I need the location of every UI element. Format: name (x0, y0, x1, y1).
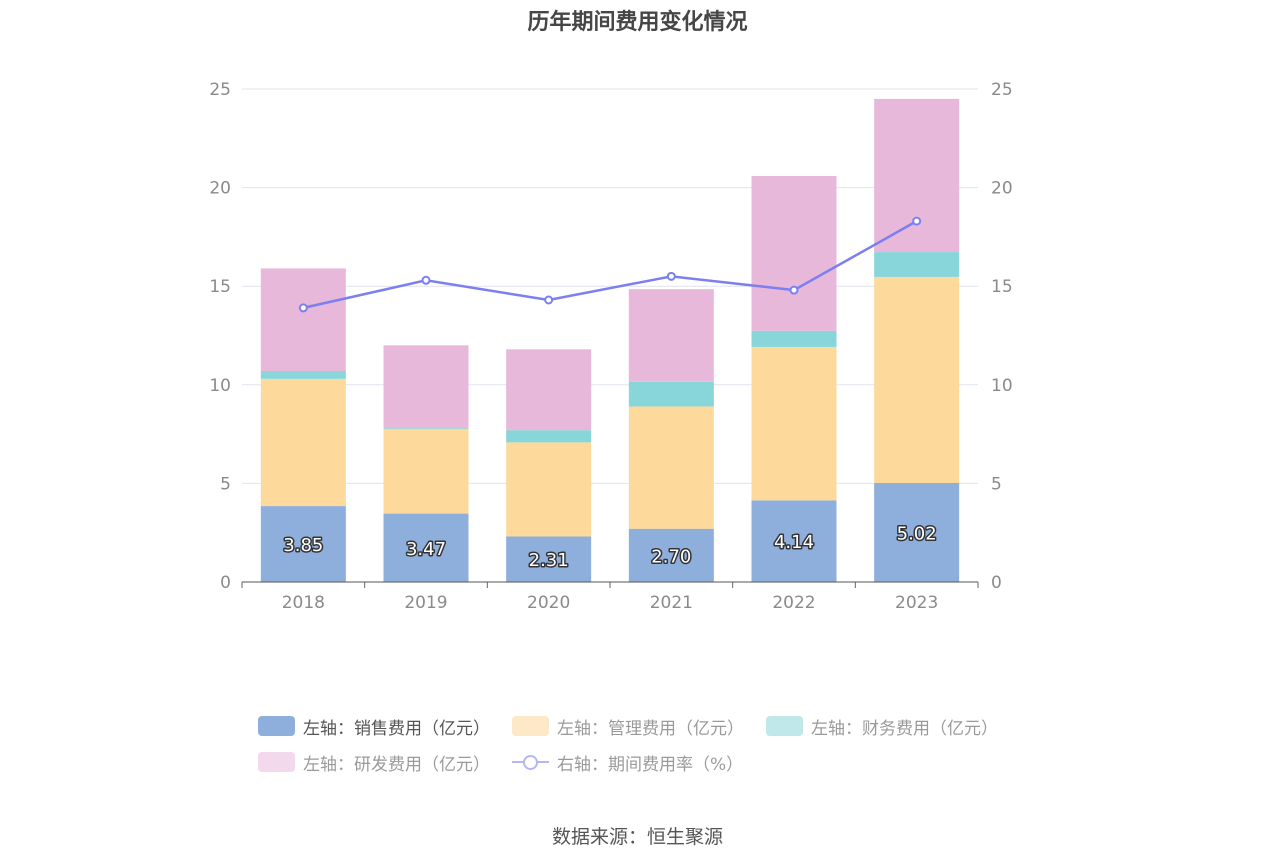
bar-segment-3 (260, 268, 346, 371)
legend-row-1: 左轴：销售费用（亿元） 左轴：管理费用（亿元） 左轴：财务费用（亿元） (258, 708, 1038, 744)
bar-segment-1 (506, 442, 592, 537)
legend-row-2: 左轴：研发费用（亿元） 右轴：期间费用率（%） (258, 744, 1038, 780)
bar-segment-3 (506, 349, 592, 431)
y-left-tick-label: 25 (209, 80, 231, 100)
legend-line-marker-icon (512, 752, 549, 772)
data-label: 4.14 (774, 532, 814, 553)
y-right-tick-label: 10 (991, 376, 1013, 396)
legend-swatch-finance (766, 716, 803, 736)
line-point (298, 303, 308, 313)
bar-segment-1 (628, 406, 714, 529)
x-tick-label: 2018 (282, 593, 325, 613)
y-right-tick-label: 0 (991, 573, 1002, 593)
bar-segment-1 (383, 429, 469, 514)
bar-segment-0 (260, 506, 346, 582)
bar-segment-0 (628, 528, 714, 582)
data-label: 2.70 (651, 546, 691, 567)
x-tick-label: 2022 (772, 593, 815, 613)
bar-segment-2 (628, 381, 714, 407)
bar-segment-3 (751, 175, 837, 331)
y-right-tick-label: 25 (991, 80, 1013, 100)
x-tick-label: 2021 (650, 593, 693, 613)
data-label: 3.85 (283, 535, 323, 556)
y-right-tick-label: 5 (991, 474, 1002, 494)
bar-segment-0 (383, 513, 469, 582)
legend-label-sales: 左轴：销售费用（亿元） (303, 718, 490, 739)
legend-swatch-rnd (258, 752, 295, 772)
legend-swatch-admin (512, 716, 549, 736)
x-tick-label: 2023 (895, 593, 938, 613)
chart-plot: 0 5 10 15 20 25 0 5 10 15 20 25 2018 2019 2020 2021 2022… (209, 80, 1013, 613)
y-right-tick-label: 20 (991, 179, 1013, 199)
bar-segment-2 (751, 330, 837, 347)
legend-item-finance[interactable]: 左轴：财务费用（亿元） (766, 714, 998, 739)
bar-segment-0 (874, 483, 960, 582)
legend-item-rate[interactable]: 右轴：期间费用率（%） (512, 750, 743, 775)
data-source: 数据来源：恒生聚源 (551, 826, 723, 848)
legend-label-admin: 左轴：管理费用（亿元） (557, 718, 744, 739)
y-left-tick-label: 15 (209, 277, 231, 297)
legend-label-finance: 左轴：财务费用（亿元） (811, 718, 998, 739)
y-left-tick-label: 5 (220, 474, 231, 494)
line-point (544, 295, 554, 305)
data-label: 3.47 (406, 539, 446, 560)
legend-item-sales[interactable]: 左轴：销售费用（亿元） (258, 714, 490, 739)
bar-segment-0 (506, 536, 592, 582)
bar-segment-1 (751, 346, 837, 501)
legend-item-rnd[interactable]: 左轴：研发费用（亿元） (258, 750, 490, 775)
bar-segment-2 (383, 428, 469, 430)
bar-segment-1 (260, 378, 346, 507)
bar-segment-1 (874, 276, 960, 484)
x-tick-label: 2020 (527, 593, 570, 613)
line-point (912, 216, 922, 226)
bar-segment-3 (383, 345, 469, 429)
legend-label-rate: 右轴：期间费用率（%） (557, 754, 744, 775)
y-left-tick-label: 20 (209, 179, 231, 199)
bar-segment-2 (506, 430, 592, 443)
legend-item-admin[interactable]: 左轴：管理费用（亿元） (512, 714, 744, 739)
legend-swatch-sales (258, 716, 295, 736)
line-series-rate (303, 220, 918, 310)
bar-segment-0 (751, 500, 837, 582)
chart-legend: 左轴：销售费用（亿元） 左轴：管理费用（亿元） 左轴：财务费用（亿元） 左轴：研… (258, 708, 1038, 780)
x-tick-label: 2019 (404, 593, 447, 613)
data-label: 2.31 (529, 550, 569, 571)
bar-segment-3 (874, 98, 960, 253)
bar-segment-2 (874, 252, 960, 277)
line-point (789, 285, 799, 295)
line-point (666, 271, 676, 281)
bar-segment-2 (260, 370, 346, 379)
y-left-tick-label: 0 (220, 573, 231, 593)
data-label: 5.02 (897, 524, 937, 545)
y-left-tick-label: 10 (209, 376, 231, 396)
bar-segment-3 (628, 289, 714, 382)
legend-label-rnd: 左轴：研发费用（亿元） (303, 754, 490, 775)
y-right-tick-label: 15 (991, 277, 1013, 297)
line-point (421, 275, 431, 285)
chart-title: 历年期间费用变化情况 (527, 10, 748, 35)
